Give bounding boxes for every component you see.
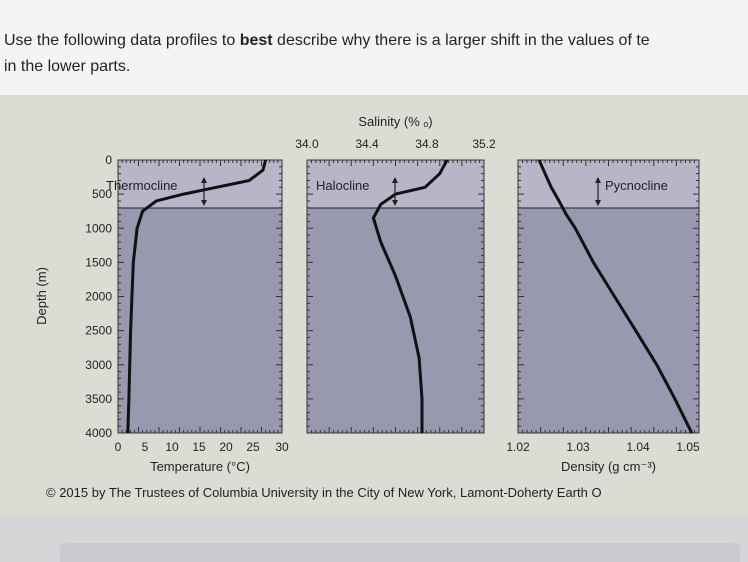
x-tick-label: 34.8: [415, 137, 439, 151]
question-text-part: describe why there is a larger shift in …: [272, 32, 650, 49]
x-axis-label: Temperature (°C): [150, 459, 250, 474]
y-axis-label: Depth (m): [34, 267, 49, 325]
question-line-2: in the lower parts.: [4, 58, 131, 75]
y-tick-label: 2500: [85, 324, 112, 338]
x-tick-label: 20: [219, 440, 233, 454]
x-tick-label: 0: [115, 440, 122, 454]
x-axis-label: Density (g cm⁻³): [561, 459, 656, 474]
layer-annotation-label: Halocline: [316, 178, 369, 193]
surface-layer: [118, 160, 282, 208]
y-tick-label: 4000: [85, 426, 112, 440]
layer-annotation-label: Thermocline: [106, 178, 178, 193]
y-tick-label: 1500: [85, 255, 112, 269]
y-tick-label: 3000: [85, 358, 112, 372]
y-tick-label: 1000: [85, 221, 112, 235]
arrow-head-down: [595, 200, 601, 206]
question-line-1: Use the following data profiles to best …: [4, 32, 650, 50]
y-tick-label: 2000: [85, 290, 112, 304]
profile-curve: [537, 159, 694, 434]
x-tick-label: 10: [165, 440, 179, 454]
answer-option-strip[interactable]: [60, 543, 740, 562]
bottom-area: [0, 515, 748, 562]
x-tick-label: 5: [142, 440, 149, 454]
x-tick-label: 1.05: [676, 440, 700, 454]
y-tick-label: 500: [92, 187, 112, 201]
x-tick-label: 34.4: [355, 137, 379, 151]
copyright-note: © 2015 by The Trustees of Columbia Unive…: [46, 485, 602, 500]
question-text-part: Use the following data profiles to: [4, 32, 240, 49]
profile-curve: [371, 159, 449, 433]
x-tick-label: 25: [246, 440, 260, 454]
arrow-head-up: [595, 177, 601, 183]
x-tick-label: 15: [192, 440, 206, 454]
layer-annotation-label: Pycnocline: [605, 178, 668, 193]
arrow-head-down: [392, 200, 398, 206]
x-tick-label: 1.04: [626, 440, 650, 454]
x-tick-label: 35.2: [472, 137, 496, 151]
arrow-head-up: [201, 177, 207, 183]
x-tick-label: 30: [275, 440, 289, 454]
profile-curve: [126, 159, 268, 434]
x-tick-label: 1.02: [506, 440, 530, 454]
question-text: Use the following data profiles to best …: [0, 0, 748, 95]
arrow-head-down: [201, 200, 207, 206]
x-tick-label: 1.03: [566, 440, 590, 454]
question-bold-word: best: [239, 32, 273, 49]
chart-title: Salinity (% ₒ): [358, 114, 432, 129]
x-tick-label: 34.0: [295, 137, 319, 151]
y-tick-label: 0: [105, 153, 112, 167]
arrow-head-up: [392, 177, 398, 183]
y-tick-label: 3500: [85, 392, 112, 406]
